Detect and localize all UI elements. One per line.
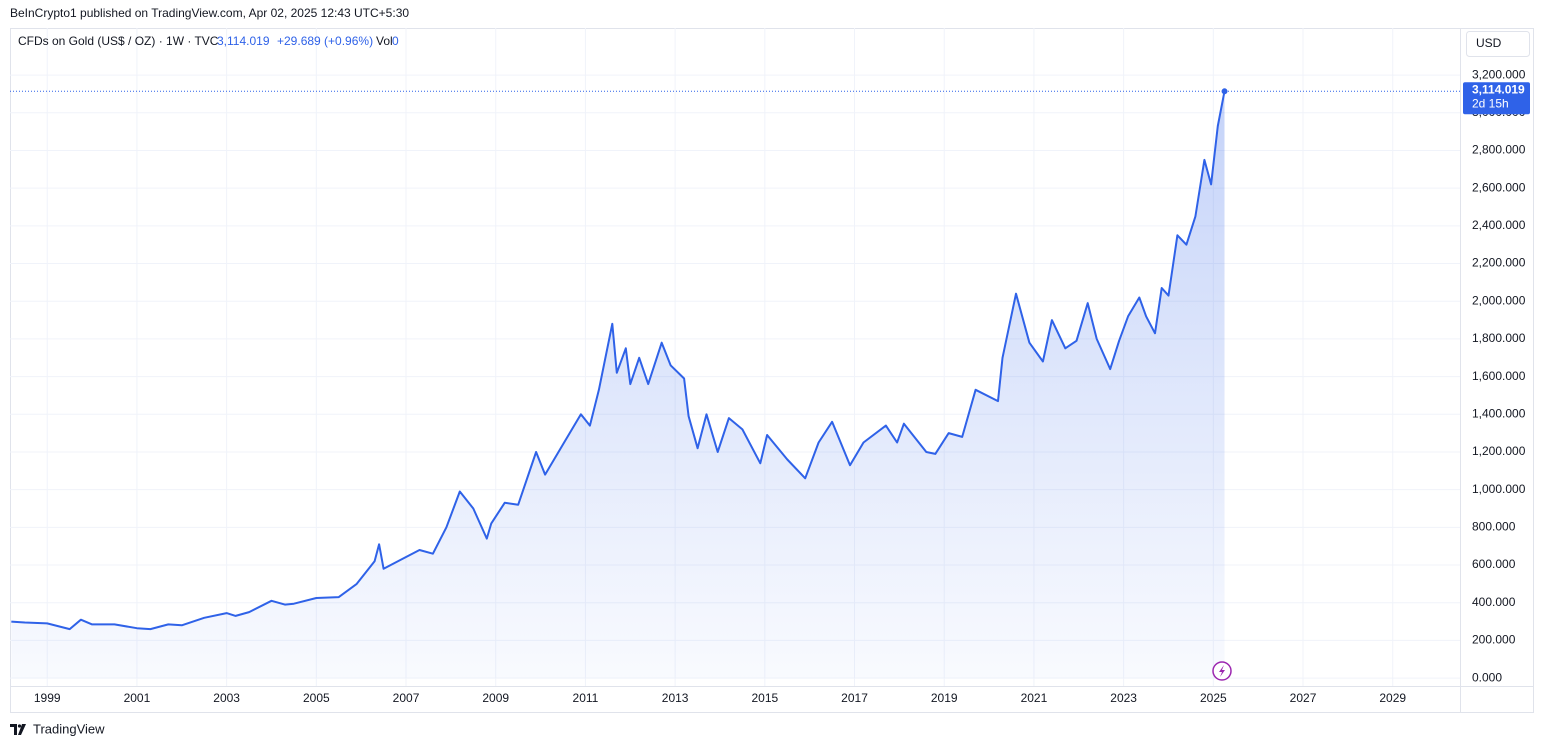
x-tick-label: 2003 <box>213 691 240 705</box>
y-tick-label: 1,000.000 <box>1472 482 1526 496</box>
y-tick-label: 600.000 <box>1472 557 1516 571</box>
y-tick-label: 1,800.000 <box>1472 331 1526 345</box>
x-tick-label: 2017 <box>841 691 868 705</box>
y-tick-label: 800.000 <box>1472 520 1516 534</box>
axes: 0.000 200.000 400.000 600.000 800.000 1,000.0… <box>34 67 1530 705</box>
x-tick-label: 2023 <box>1110 691 1137 705</box>
y-tick-label: 2,800.000 <box>1472 143 1526 157</box>
x-tick-label: 2025 <box>1200 691 1227 705</box>
y-tick-label: 400.000 <box>1472 595 1516 609</box>
x-tick-label: 2013 <box>662 691 689 705</box>
change: +29.689 (+0.96%) <box>277 34 373 48</box>
x-tick-label: 2007 <box>393 691 420 705</box>
price-line <box>11 91 1226 631</box>
x-tick-label: 2001 <box>124 691 151 705</box>
volume: 0 <box>392 34 399 48</box>
x-tick-label: 2011 <box>573 691 599 705</box>
y-tick-label: 1,400.000 <box>1472 406 1526 420</box>
y-tick-label: 3,200.000 <box>1472 67 1526 81</box>
dividend-icon <box>1212 661 1232 681</box>
last-price-label: 3,114.019 <box>1472 82 1525 96</box>
currency-button[interactable] <box>1466 31 1530 57</box>
y-tick-label: 0.000 <box>1472 670 1502 684</box>
x-tick-label: 2021 <box>1021 691 1048 705</box>
countdown: 2d 15h <box>1472 96 1509 110</box>
y-tick-label: 1,200.000 <box>1472 444 1526 458</box>
x-tick-label: 2015 <box>751 691 778 705</box>
x-tick-label: 2029 <box>1379 691 1406 705</box>
x-tick-label: 1999 <box>34 691 61 705</box>
y-tick-label: 200.000 <box>1472 633 1516 647</box>
y-tick-label: 2,000.000 <box>1472 293 1526 307</box>
x-tick-label: 2019 <box>931 691 958 705</box>
x-tick-label: 2005 <box>303 691 330 705</box>
y-tick-label: 1,600.000 <box>1472 369 1526 383</box>
plot <box>10 88 1460 679</box>
logo <box>10 724 26 735</box>
last-price-box <box>1463 82 1530 115</box>
y-tick-label: 2,600.000 <box>1472 180 1526 194</box>
y-tick-label: 2,400.000 <box>1472 218 1526 232</box>
pane-border <box>10 28 1534 713</box>
currency[interactable]: USD <box>1476 36 1502 50</box>
symbol: CFDs on Gold (US$ / OZ) · 1W · TVC <box>18 34 219 48</box>
volume-label: Vol <box>376 34 393 48</box>
footer-brand: TradingView <box>33 721 105 736</box>
y-tick-label: 2,200.000 <box>1472 256 1526 270</box>
x-tick-label: 2009 <box>482 691 509 705</box>
publisher: BeInCrypto1 published on TradingView.com… <box>10 6 409 20</box>
x-tick-label: 2027 <box>1290 691 1317 705</box>
last-point <box>1221 88 1228 95</box>
area-fill <box>11 91 1225 679</box>
price: 3,114.019 <box>217 34 270 48</box>
